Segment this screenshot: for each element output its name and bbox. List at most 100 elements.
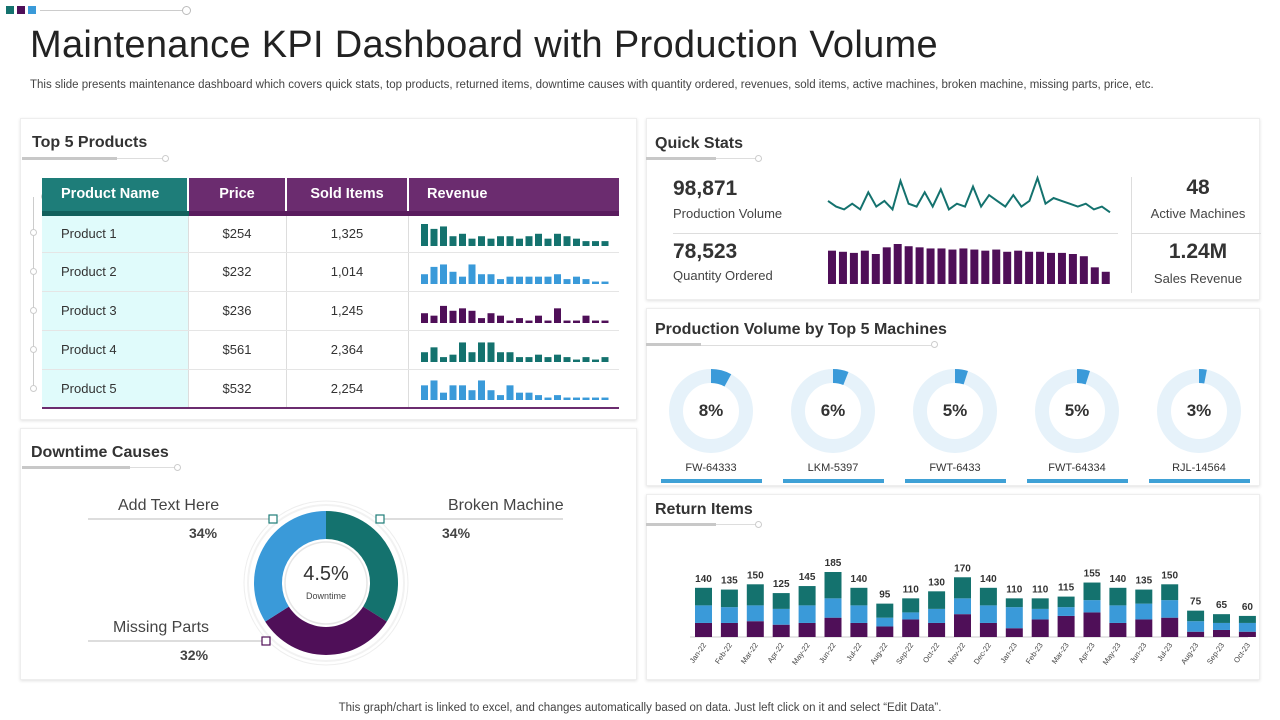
product-price-cell: $561 [187,330,286,370]
machine-underline-bar [1027,479,1128,483]
revenue-bar [468,263,475,284]
revenue-bar [477,273,485,284]
downtime-pct-3: 32% [180,647,209,663]
revenue-bar [420,385,428,401]
revenue-bar [591,281,599,284]
revenue-bar [572,320,580,323]
row-dot [30,346,37,353]
revenue-bar [439,305,447,323]
revenue-bar [534,354,542,362]
return-items-title: Return Items [655,501,753,518]
revenue-bar [439,356,447,362]
table-row: Product 2 $232 1,014 [42,252,619,292]
revenue-bar [553,273,561,284]
production-volume-value: 98,871 [673,177,738,200]
product-revenue-cell [407,330,619,370]
product-revenue-cell [407,291,619,331]
revenue-bar [525,320,532,323]
title-underline-thin [117,158,162,159]
title-underline [646,343,701,346]
quantity-ordered-label: Quantity Ordered [673,268,773,283]
sales-revenue-value: 1.24M [1168,240,1228,263]
title-underline [646,157,716,160]
revenue-bar [515,356,523,362]
revenue-bar [572,276,580,284]
machine-label: FWT-6433 [929,462,981,474]
revenue-bar [515,276,523,284]
revenue-bar [496,278,504,284]
revenue-bar [544,238,551,246]
product-price-cell: $532 [187,369,286,409]
table-row: Product 4 $561 2,364 [42,330,619,370]
machine-label: FW-64333 [685,462,737,474]
table-row: Product 5 $532 2,254 [42,369,619,409]
page-title: Maintenance KPI Dashboard with Productio… [30,24,938,66]
row-dot [30,307,37,314]
revenue-bar [582,278,589,284]
revenue-bar [572,238,580,246]
corner-decoration-dot [182,6,191,15]
revenue-sparkline [420,223,608,246]
revenue-bar [553,233,561,246]
header-revenue: Revenue [407,178,619,216]
title-underline-dot [931,341,938,348]
product-sold-cell: 1,014 [285,252,408,292]
product-price-cell: $236 [187,291,286,331]
product-sold-cell: 2,364 [285,330,408,370]
revenue-bar [534,233,542,246]
machine-underline-bar [783,479,884,483]
revenue-bar [458,385,466,401]
machine-label: RJL-14564 [1172,462,1226,474]
machine-percent: 8% [698,401,724,420]
product-price-cell: $232 [187,252,286,292]
machine-underline-bar [905,479,1006,483]
revenue-bar [420,223,428,246]
title-underline [22,157,117,160]
corner-decoration [6,6,36,14]
quantity-ordered-value: 78,523 [673,240,738,263]
page-subtitle: This slide presents maintenance dashboar… [30,79,1154,91]
revenue-bar [601,281,608,284]
revenue-bar [449,235,456,246]
revenue-bar [449,271,456,284]
revenue-bar [582,240,589,246]
revenue-bar [572,359,580,362]
title-underline-dot [174,464,181,471]
revenue-bar [582,315,589,323]
revenue-bar [591,397,599,401]
revenue-bar [525,235,532,246]
revenue-bar [515,238,523,246]
revenue-bar [563,278,570,284]
table-row: Product 1 $254 1,325 [42,213,619,253]
title-underline-dot [162,155,169,162]
product-revenue-cell [407,252,619,292]
revenue-bar [487,312,494,323]
revenue-sparkline [420,341,608,362]
revenue-bar [430,346,437,362]
title-underline [22,466,130,469]
revenue-bar [601,356,608,362]
machine-percent: 3% [1186,401,1212,420]
revenue-bar [563,235,570,246]
revenue-bar [487,390,494,401]
revenue-bar [420,273,428,284]
revenue-sparkline [420,380,608,401]
downtime-center-value: 4.5% [303,563,349,585]
revenue-bar [430,266,437,284]
revenue-bar [563,397,570,401]
revenue-bar [477,380,485,401]
revenue-bar [458,341,466,362]
active-machines-value: 48 [1186,176,1210,199]
revenue-bar [477,235,485,246]
product-name-cell: Product 1 [42,213,188,253]
revenue-bar [525,392,532,401]
quick-stats-divider [673,233,1118,234]
revenue-bar [487,238,494,246]
quick-stats-vertical-divider [1131,177,1132,293]
revenue-bar [525,356,532,362]
top-products-title: Top 5 Products [32,134,148,151]
revenue-bar [468,238,475,246]
machine-label: LKM-5397 [807,462,859,474]
sales-revenue-label: Sales Revenue [1153,271,1243,286]
downtime-label-2: Broken Machine [448,497,564,514]
